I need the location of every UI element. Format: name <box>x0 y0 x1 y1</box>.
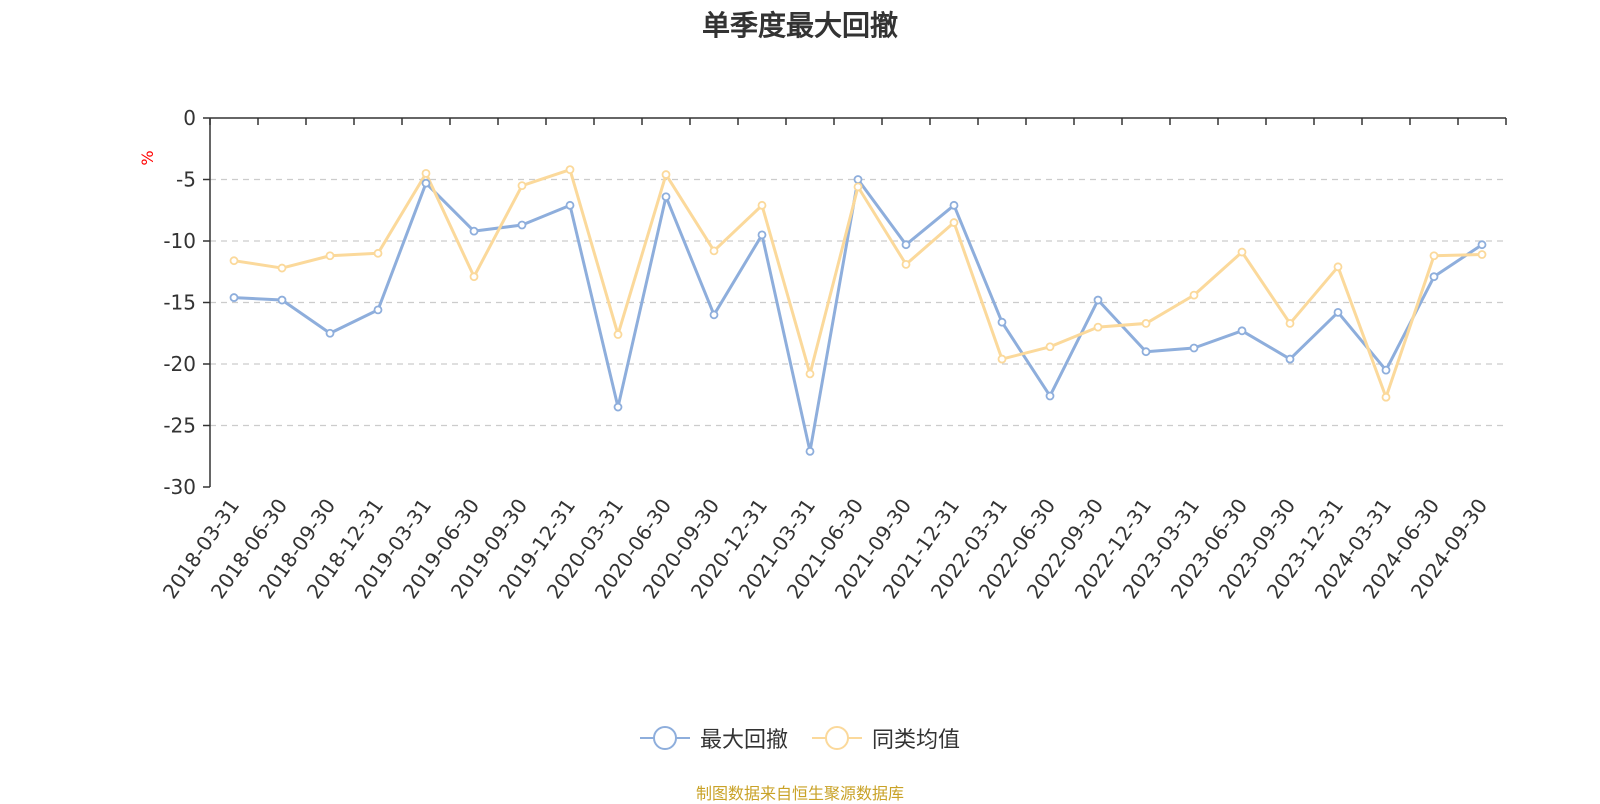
series-2-point[interactable] <box>757 200 767 210</box>
series-1-point[interactable] <box>1477 240 1487 250</box>
axis-layer: 0-5-10-15-20-25-302018-03-312018-06-3020… <box>158 106 1507 603</box>
y-axis-unit-label: % <box>138 150 157 165</box>
series-2-point[interactable] <box>949 218 959 227</box>
legend-item-series2[interactable]: 同类均值 <box>812 722 960 754</box>
y-tick-label: -10 <box>163 229 196 253</box>
series-2-point[interactable] <box>709 246 719 256</box>
series-2-point[interactable] <box>661 170 671 179</box>
y-tick-label: 0 <box>183 106 196 130</box>
series-1-point[interactable] <box>229 293 239 302</box>
series-1-point[interactable] <box>1285 354 1295 364</box>
series-2-point[interactable] <box>997 354 1007 364</box>
series-1-point[interactable] <box>1381 365 1391 375</box>
series-1-point[interactable] <box>1429 272 1439 282</box>
series-2-point[interactable] <box>901 259 911 269</box>
series-1-point[interactable] <box>805 446 815 456</box>
series-1-point[interactable] <box>373 305 383 315</box>
y-tick-label: -5 <box>176 168 196 192</box>
series-2-point[interactable] <box>1045 342 1055 352</box>
grid-layer <box>210 178 1506 427</box>
series-2-point[interactable] <box>1477 250 1487 259</box>
series-2-point[interactable] <box>1141 319 1151 328</box>
series-1-point[interactable] <box>901 240 911 250</box>
series-1-point[interactable] <box>613 402 623 412</box>
series-2-point[interactable] <box>1381 392 1391 402</box>
series-2-point[interactable] <box>1333 262 1343 272</box>
series-line-2 <box>233 168 1483 399</box>
series-2-point[interactable] <box>517 181 527 191</box>
series-2-point[interactable] <box>565 165 575 175</box>
series-2-point[interactable] <box>805 369 815 379</box>
series-1-point[interactable] <box>757 230 767 240</box>
series-1-point[interactable] <box>709 310 719 320</box>
y-tick-label: -30 <box>163 475 196 499</box>
series-1-point[interactable] <box>1141 347 1151 357</box>
series-layer <box>229 165 1487 456</box>
y-tick-label: -15 <box>163 291 196 315</box>
series-2-point[interactable] <box>421 168 431 178</box>
legend-line-circle-icon <box>639 726 690 750</box>
series-1-point[interactable] <box>325 328 335 338</box>
series-1-point[interactable] <box>997 317 1007 327</box>
series-1-point[interactable] <box>853 175 863 184</box>
legend-line-circle-icon <box>812 726 862 750</box>
series-1-point[interactable] <box>277 295 287 305</box>
y-tick-label: -25 <box>163 414 196 438</box>
series-2-point[interactable] <box>613 330 623 339</box>
series-2-point[interactable] <box>1429 251 1439 261</box>
series-2-point[interactable] <box>373 248 383 258</box>
series-1-point[interactable] <box>421 178 431 188</box>
series-1-point[interactable] <box>565 200 575 210</box>
legend-label-series1: 最大回撤 <box>699 728 788 753</box>
legend: 最大回撤 同类均值 <box>0 722 1600 754</box>
series-1-point[interactable] <box>1045 391 1055 401</box>
legend-label-series2: 同类均值 <box>872 728 961 753</box>
series-2-point[interactable] <box>469 272 479 282</box>
series-1-point[interactable] <box>1237 326 1247 336</box>
series-2-point[interactable] <box>229 256 239 266</box>
series-2-point[interactable] <box>1093 322 1103 332</box>
series-2-point[interactable] <box>325 251 335 261</box>
source-note: 制图数据来自恒生聚源数据库 <box>695 784 904 803</box>
series-1-point[interactable] <box>469 226 479 236</box>
series-1-point[interactable] <box>661 192 671 202</box>
series-line-1 <box>233 178 1483 453</box>
y-tick-label: -20 <box>163 352 196 376</box>
chart-title: 单季度最大回撤 <box>701 9 898 42</box>
series-1-point[interactable] <box>949 200 959 210</box>
series-2-point[interactable] <box>1285 319 1295 328</box>
series-1-point[interactable] <box>1093 295 1103 305</box>
series-2-point[interactable] <box>853 182 863 192</box>
legend-item-series1[interactable]: 最大回撤 <box>639 722 788 754</box>
series-2-point[interactable] <box>1189 290 1199 300</box>
series-1-point[interactable] <box>1333 307 1343 317</box>
series-2-point[interactable] <box>1237 247 1247 257</box>
series-1-point[interactable] <box>1189 343 1199 353</box>
series-2-point[interactable] <box>277 263 287 273</box>
series-1-point[interactable] <box>517 220 527 230</box>
